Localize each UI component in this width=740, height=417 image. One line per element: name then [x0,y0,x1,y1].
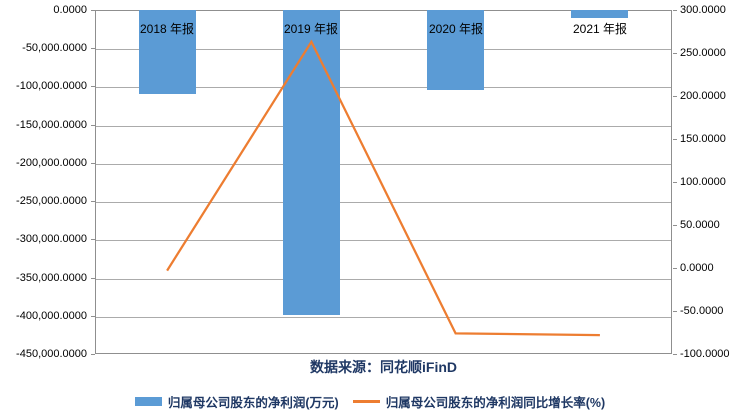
right-axis-tick-label: 250.0000 [680,47,726,59]
line-swatch-icon [352,400,380,403]
right-axis-tick-label: 150.0000 [680,133,726,145]
category-label: 2018 年报 [139,22,195,36]
bar-2019-年报 [283,10,340,315]
left-axis-tick [91,239,95,240]
right-axis-tick [673,182,677,183]
left-axis-tick-label: -350,000.0000 [16,272,87,284]
right-axis-tick-label: -100.0000 [680,348,730,360]
left-axis-tick [91,10,95,11]
left-axis-tick-label: 0.0000 [53,4,87,16]
right-axis-tick [673,10,677,11]
legend-label-growth-rate: 归属母公司股东的净利润同比增长率(%) [385,396,606,410]
category-label: 2020 年报 [428,22,484,36]
left-axis-tick [91,354,95,355]
left-axis-tick [91,163,95,164]
left-axis-tick-label: -150,000.0000 [16,119,87,131]
bar-swatch-icon [134,397,162,406]
category-label: 2019 年报 [283,22,339,36]
left-axis-tick [91,278,95,279]
left-axis-tick [91,201,95,202]
right-axis-tick [673,354,677,355]
right-axis-tick [673,225,677,226]
gridline [96,240,671,241]
legend: 归属母公司股东的净利润(万元) 归属母公司股东的净利润同比增长率(%) [0,392,740,411]
left-axis-tick-label: -400,000.0000 [16,310,87,322]
left-axis-tick-label: -250,000.0000 [16,195,87,207]
left-axis-tick [91,86,95,87]
gridline [96,126,671,127]
gridline [96,164,671,165]
right-axis-tick-label: -50.0000 [680,305,724,317]
right-axis-tick-label: 100.0000 [680,176,726,188]
left-axis-tick [91,48,95,49]
legend-item-net-profit: 归属母公司股东的净利润(万元) [134,392,339,411]
right-axis-tick [673,311,677,312]
legend-item-growth-rate: 归属母公司股东的净利润同比增长率(%) [352,392,606,411]
right-axis-tick-label: 0.0000 [680,262,714,274]
left-axis-tick-label: -300,000.0000 [16,233,87,245]
category-label: 2021 年报 [572,22,628,36]
left-axis-tick-label: -200,000.0000 [16,157,87,169]
gridline [96,202,671,203]
left-axis-tick [91,125,95,126]
left-axis-tick-label: -450,000.0000 [16,348,87,360]
left-axis-tick [91,316,95,317]
left-axis-tick-label: -50,000.0000 [22,42,87,54]
right-axis-tick [673,139,677,140]
right-axis-tick [673,53,677,54]
right-axis-tick-label: 50.0000 [680,219,720,231]
right-axis-tick [673,268,677,269]
bar-2021-年报 [571,10,628,18]
source-caption: 数据来源：同花顺iFinD [310,359,457,375]
legend-label-net-profit: 归属母公司股东的净利润(万元) [167,396,339,410]
right-axis-tick [673,96,677,97]
right-axis-tick-label: 300.0000 [680,4,726,16]
right-axis-tick-label: 200.0000 [680,90,726,102]
gridline [96,317,671,318]
left-axis-tick-label: -100,000.0000 [16,80,87,92]
gridline [96,279,671,280]
